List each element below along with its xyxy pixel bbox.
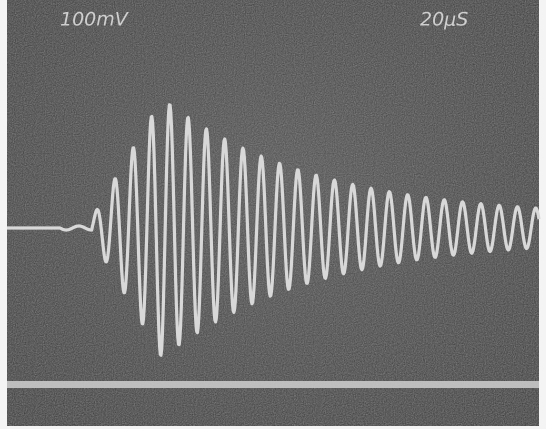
time-scale-label: 20μS	[420, 9, 468, 31]
page: 100mV 20μS (() => { const data = JSON.pa…	[0, 0, 546, 429]
oscilloscope-photo: 100mV 20μS	[0, 0, 546, 429]
reference-trace	[7, 381, 539, 388]
vertical-scale-label: 100mV	[60, 9, 130, 31]
